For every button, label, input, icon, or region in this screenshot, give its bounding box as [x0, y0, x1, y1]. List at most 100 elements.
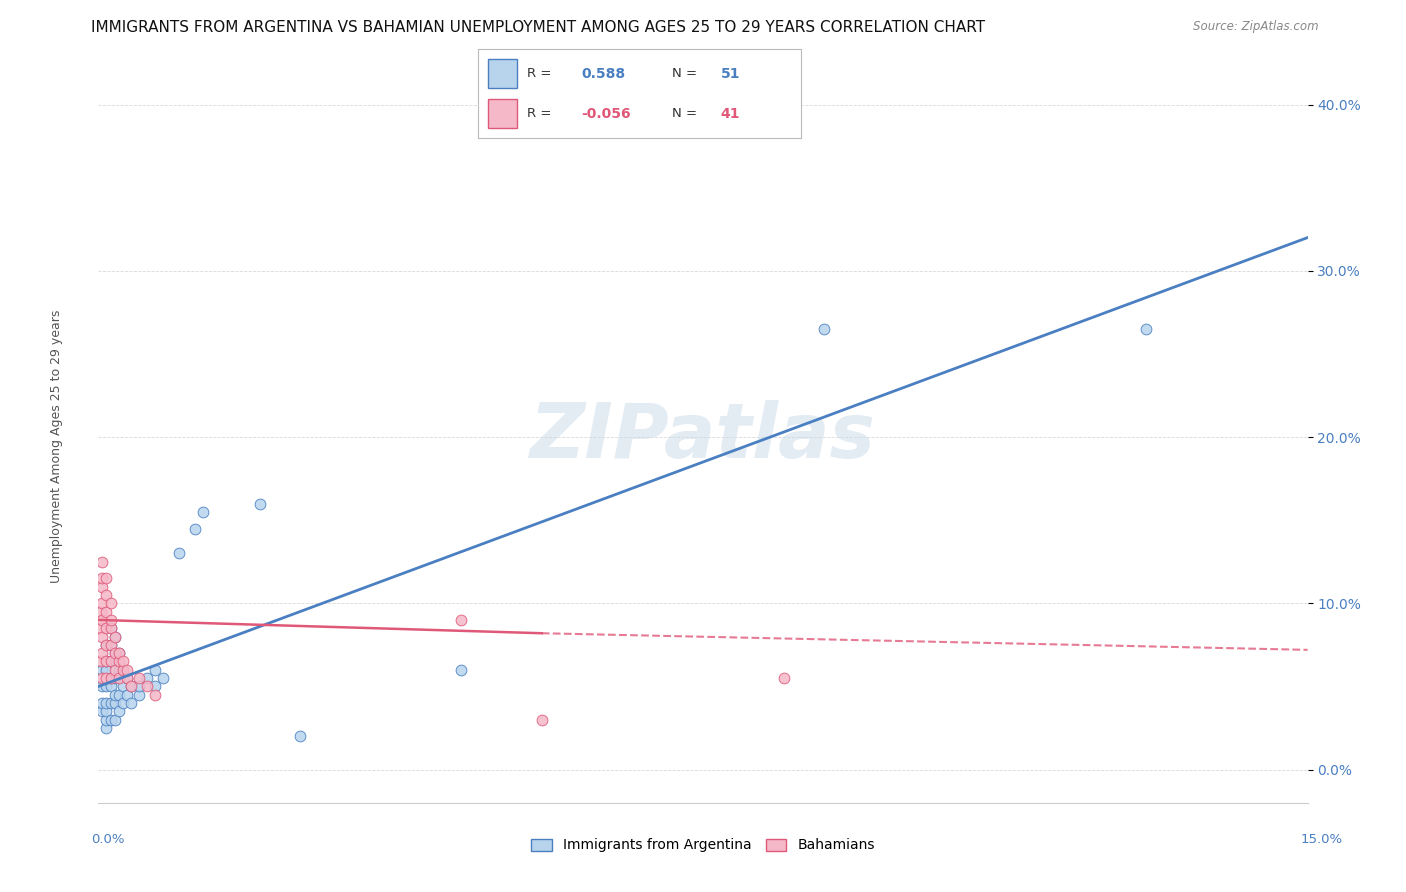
Point	[96, 713, 118, 727]
Point	[100, 596, 122, 610]
Point	[100, 713, 122, 727]
Point	[143, 680, 166, 694]
Point	[103, 646, 125, 660]
Point	[91, 596, 114, 610]
Point	[450, 663, 472, 677]
Point	[100, 696, 122, 710]
Point	[100, 638, 122, 652]
Point	[167, 546, 190, 560]
Point	[111, 663, 134, 677]
Point	[91, 555, 114, 569]
Text: IMMIGRANTS FROM ARGENTINA VS BAHAMIAN UNEMPLOYMENT AMONG AGES 25 TO 29 YEARS COR: IMMIGRANTS FROM ARGENTINA VS BAHAMIAN UN…	[91, 20, 986, 35]
Point	[100, 613, 122, 627]
Point	[91, 680, 114, 694]
Point	[107, 655, 129, 669]
Text: 0.0%: 0.0%	[91, 833, 125, 846]
Point	[128, 688, 150, 702]
Point	[91, 646, 114, 660]
Point	[96, 605, 118, 619]
Point	[115, 671, 138, 685]
Point	[152, 671, 174, 685]
Point	[103, 688, 125, 702]
Point	[91, 571, 114, 585]
Point	[103, 663, 125, 677]
Point	[91, 580, 114, 594]
Point	[1135, 322, 1157, 336]
Point	[120, 680, 142, 694]
Point	[111, 655, 134, 669]
Point	[193, 505, 215, 519]
Point	[96, 696, 118, 710]
Text: R =: R =	[527, 67, 551, 80]
Point	[100, 621, 122, 635]
Point	[96, 663, 118, 677]
Point	[450, 613, 472, 627]
Point	[103, 713, 125, 727]
Point	[111, 696, 134, 710]
Point	[103, 671, 125, 685]
Point	[91, 663, 114, 677]
Point	[143, 688, 166, 702]
Point	[91, 613, 114, 627]
Point	[103, 646, 125, 660]
Point	[111, 680, 134, 694]
Point	[96, 705, 118, 719]
Text: -0.056: -0.056	[582, 107, 631, 120]
Text: 0.588: 0.588	[582, 67, 626, 80]
Point	[107, 671, 129, 685]
Text: Unemployment Among Ages 25 to 29 years: Unemployment Among Ages 25 to 29 years	[49, 310, 63, 582]
Point	[91, 705, 114, 719]
Text: N =: N =	[672, 107, 697, 120]
Legend: Immigrants from Argentina, Bahamians: Immigrants from Argentina, Bahamians	[526, 833, 880, 858]
Point	[135, 680, 157, 694]
Point	[115, 671, 138, 685]
Point	[96, 588, 118, 602]
Point	[96, 621, 118, 635]
Point	[100, 671, 122, 685]
FancyBboxPatch shape	[488, 99, 517, 128]
FancyBboxPatch shape	[488, 59, 517, 88]
Point	[184, 521, 207, 535]
Point	[96, 721, 118, 735]
Point	[100, 655, 122, 669]
Point	[90, 605, 112, 619]
Point	[100, 680, 122, 694]
Point	[96, 680, 118, 694]
Point	[100, 638, 122, 652]
Text: 51: 51	[721, 67, 740, 80]
Text: N =: N =	[672, 67, 697, 80]
Point	[100, 655, 122, 669]
Point	[96, 638, 118, 652]
Point	[100, 621, 122, 635]
Point	[107, 646, 129, 660]
Text: R =: R =	[527, 107, 551, 120]
Point	[96, 671, 118, 685]
Point	[249, 497, 271, 511]
Point	[128, 680, 150, 694]
Point	[96, 655, 118, 669]
Point	[91, 696, 114, 710]
Point	[103, 655, 125, 669]
Point	[107, 646, 129, 660]
Point	[96, 655, 118, 669]
Point	[772, 671, 794, 685]
Text: ZIPatlas: ZIPatlas	[530, 401, 876, 474]
Point	[100, 671, 122, 685]
Point	[107, 688, 129, 702]
Point	[135, 671, 157, 685]
Point	[115, 688, 138, 702]
Point	[103, 696, 125, 710]
Point	[813, 322, 835, 336]
Point	[91, 630, 114, 644]
Point	[90, 655, 112, 669]
Text: 15.0%: 15.0%	[1301, 833, 1343, 846]
Point	[143, 663, 166, 677]
Point	[288, 729, 311, 743]
Point	[111, 663, 134, 677]
Point	[90, 621, 112, 635]
Point	[107, 663, 129, 677]
Point	[120, 696, 142, 710]
Point	[128, 671, 150, 685]
Text: 41: 41	[721, 107, 740, 120]
Point	[103, 630, 125, 644]
